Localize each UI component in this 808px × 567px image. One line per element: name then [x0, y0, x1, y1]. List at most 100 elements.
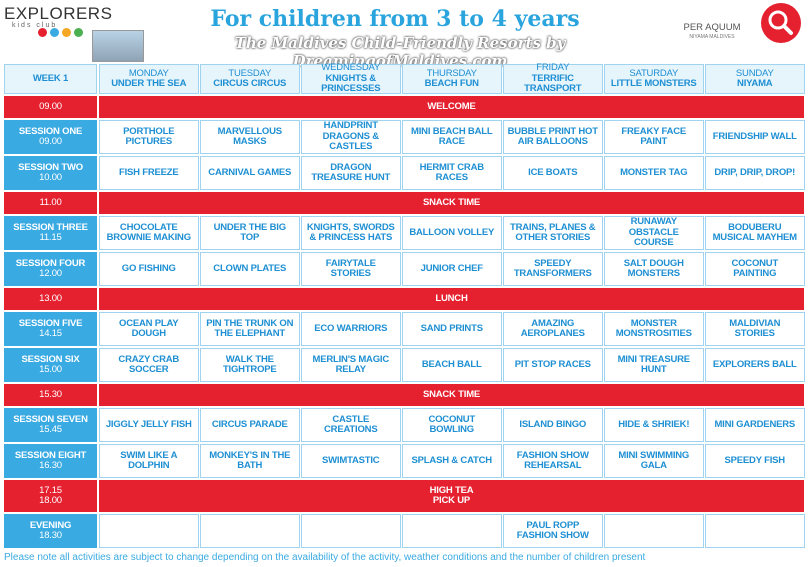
week-label: WEEK 1 — [32, 72, 69, 84]
activity: DRAGON TREASURE HUNT — [311, 161, 391, 183]
activity: MONSTER TAG — [620, 166, 688, 178]
session-label: SESSION FIVE 14.15 — [4, 312, 97, 346]
session-time: 18.30 — [39, 530, 62, 541]
day-name: SATURDAY — [629, 67, 679, 79]
day-theme: LITTLE MONSTERS — [610, 78, 697, 89]
activity: PAUL ROPP FASHION SHOW — [516, 519, 589, 541]
day-name: FRIDAY — [536, 62, 570, 74]
activity: SWIMTASTIC — [322, 454, 380, 466]
activity-cell: COCONUT BOWLING — [402, 408, 502, 442]
activity-cell: KNIGHTS, SWORDS & PRINCESS HATS — [301, 216, 401, 250]
day-header: WEDNESDAY KNIGHTS & PRINCESSES — [301, 63, 401, 94]
activity: MALDIVIAN STORIES — [729, 317, 781, 339]
activity: PIT STOP RACES — [514, 358, 591, 370]
day-name: SUNDAY — [735, 67, 774, 79]
activity-cell: MALDIVIAN STORIES — [705, 312, 805, 346]
time: 15.30 — [39, 388, 62, 400]
band-label: LUNCH — [99, 288, 804, 310]
activity-cell: UNDER THE BIG TOP — [200, 216, 300, 250]
time: 09.00 — [39, 100, 62, 112]
session-name: SESSION SIX — [21, 353, 80, 365]
activity-cell: OCEAN PLAY DOUGH — [99, 312, 199, 346]
activity-cell: CARNIVAL GAMES — [200, 156, 300, 190]
activity-cell: BUBBLE PRINT HOT AIR BALLOONS — [503, 120, 603, 154]
activity: SALT DOUGH MONSTERS — [623, 257, 684, 279]
activity-cell: SPEEDY FISH — [705, 444, 805, 478]
activity: GO FISHING — [121, 262, 176, 274]
day-header: TUESDAY CIRCUS CIRCUS — [200, 64, 300, 94]
activity-cell: HERMIT CRAB RACES — [402, 156, 502, 190]
activity: MARVELLOUS MASKS — [217, 125, 283, 147]
activity: CASTLE CREATIONS — [324, 413, 378, 435]
activity: MINI BEACH BALL RACE — [411, 125, 493, 147]
band-text: HIGH TEA — [429, 484, 474, 496]
session-name: EVENING — [29, 519, 72, 531]
time: 11.00 — [39, 196, 62, 208]
activity: COCONUT BOWLING — [428, 413, 476, 435]
activity-cell: ICE BOATS — [503, 156, 603, 190]
brand: PER AQUUM — [683, 22, 741, 33]
activity: WALK THE TIGHTROPE — [222, 353, 277, 375]
logo-dot — [50, 28, 59, 37]
band-time: 09.00 — [4, 96, 97, 118]
activity-cell: SAND PRINTS — [402, 312, 502, 346]
activity-cell: CASTLE CREATIONS — [301, 408, 401, 442]
activity-cell: MONSTER TAG — [604, 156, 704, 190]
session-label: SESSION SEVEN 15.45 — [4, 408, 97, 442]
activity-cell: FAIRYTALE STORIES — [301, 252, 401, 286]
activity-cell: CRAZY CRAB SOCCER — [99, 348, 199, 382]
session-time: 10.00 — [39, 172, 62, 183]
activity-cell: BODUBERU MUSICAL MAYHEM — [705, 216, 805, 250]
activity-cell: MERLIN'S MAGIC RELAY — [301, 348, 401, 382]
activity-cell: SPLASH & CATCH — [402, 444, 502, 478]
activity-cell: MARVELLOUS MASKS — [200, 120, 300, 154]
activity-cell: CHOCOLATE BROWNIE MAKING — [99, 216, 199, 250]
activity: OCEAN PLAY DOUGH — [119, 317, 179, 339]
activity-cell: CIRCUS PARADE — [200, 408, 300, 442]
session-label: SESSION SIX 15.00 — [4, 348, 97, 382]
activity-cell: DRAGON TREASURE HUNT — [301, 156, 401, 190]
search-icon[interactable] — [760, 2, 802, 44]
activity-cell: FISH FREEZE — [99, 156, 199, 190]
activity: SPEEDY FISH — [724, 454, 786, 466]
band-time: 15.30 — [4, 384, 97, 406]
activity: MINI TREASURE HUNT — [617, 353, 691, 375]
logo-dot — [62, 28, 71, 37]
activity-cell: MONKEY'S IN THE BATH — [200, 444, 300, 478]
day-theme: BEACH FUN — [424, 78, 479, 89]
activity: JIGGLY JELLY FISH — [105, 418, 192, 430]
band-time: 13.00 — [4, 288, 97, 310]
band-label: SNACK TIME — [99, 192, 804, 214]
activity: MERLIN'S MAGIC RELAY — [312, 353, 389, 375]
band-time: 11.00 — [4, 192, 97, 214]
session-label: SESSION FOUR 12.00 — [4, 252, 97, 286]
activity: BEACH BALL — [421, 358, 482, 370]
activity-cell: BEACH BALL — [402, 348, 502, 382]
day-header: THURSDAY BEACH FUN — [402, 64, 502, 94]
activity: MONSTER MONSTROSITIES — [615, 317, 692, 339]
session-time: 12.00 — [39, 268, 62, 279]
activity: CHOCOLATE BROWNIE MAKING — [106, 221, 191, 243]
activity-cell: MINI SWIMMING GALA — [604, 444, 704, 478]
session-time: 11.15 — [39, 232, 62, 243]
photo — [92, 30, 144, 62]
day-name: TUESDAY — [228, 67, 272, 79]
day-theme: UNDER THE SEA — [111, 78, 187, 89]
activity: SPEEDY TRANSFORMERS — [513, 257, 592, 279]
session-label: SESSION EIGHT 16.30 — [4, 444, 97, 478]
activity: FRIENDSHIP WALL — [712, 130, 797, 142]
day-header: FRIDAY TERRIFIC TRANSPORT — [503, 62, 603, 94]
session-name: SESSION EIGHT — [14, 449, 87, 461]
time: 17.15 — [39, 484, 62, 496]
activity-cell: HIDE & SHRIEK! — [604, 408, 704, 442]
band-label: SNACK TIME — [99, 384, 804, 406]
activity: MINI GARDENERS — [714, 418, 796, 430]
day-name: THURSDAY — [426, 67, 477, 79]
activity: SWIM LIKE A DOLPHIN — [120, 449, 178, 471]
activity-cell: MONSTER MONSTROSITIES — [604, 312, 704, 346]
activity: DRIP, DRIP, DROP! — [714, 166, 796, 178]
session-time: 09.00 — [39, 136, 62, 147]
activity: PORTHOLE PICTURES — [123, 125, 175, 147]
activity-cell: PIT STOP RACES — [503, 348, 603, 382]
